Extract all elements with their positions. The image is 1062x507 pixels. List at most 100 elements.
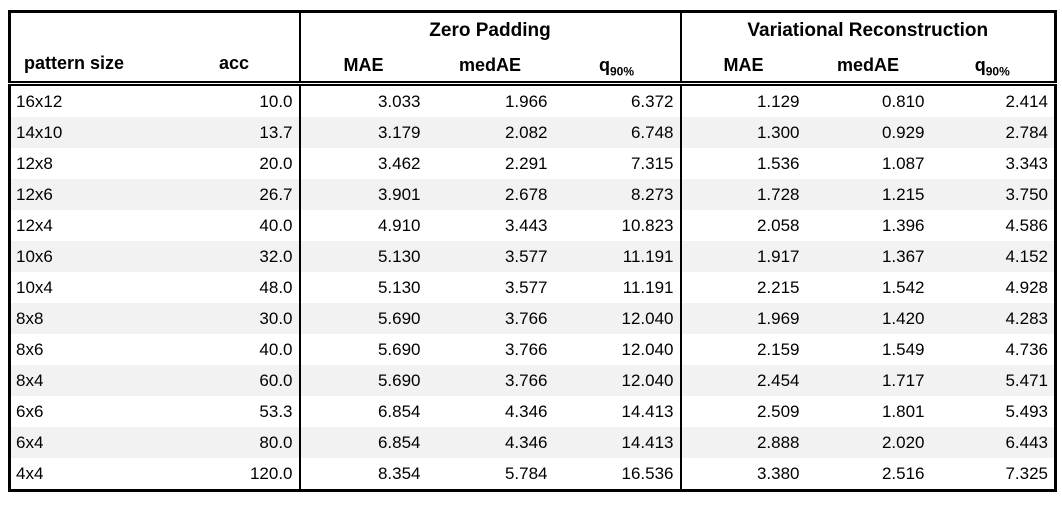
cell-vr-mae: 2.888 [679,427,806,458]
cell-zp-mae: 5.130 [298,241,427,272]
cell-zp-mae: 5.690 [298,334,427,365]
cell-zp-mae: 5.690 [298,365,427,396]
cell-zp-mae: 3.901 [298,179,427,210]
cell-vr-medae: 1.367 [805,241,931,272]
table-row: 12x8 20.0 3.462 2.291 7.315 1.536 1.087 … [10,148,1056,179]
table-row: 6x6 53.3 6.854 4.346 14.413 2.509 1.801 … [10,396,1056,427]
cell-vr-mae: 2.159 [679,334,806,365]
q90-subscript: 90% [609,64,635,79]
col-header-zp-q90: q90% [553,49,681,86]
cell-pattern-size: 10x4 [16,277,53,297]
cell-zp-medae: 4.346 [504,401,548,421]
cell-vr-mae: 1.969 [679,303,806,334]
cell-zp-q90: 6.372 [630,91,674,111]
cell-pattern-size: 8x6 [16,339,44,359]
results-table-container: pattern size acc Zero Padding Variationa… [8,10,1057,492]
cell-vr-q90: 4.152 [930,241,1056,272]
cell-vr-q90: 3.750 [930,179,1056,210]
col-header-zp-mae: MAE [298,49,427,86]
cell-zp-q90: 6.748 [553,117,681,148]
cell-zp-medae: 2.082 [426,117,554,148]
cell-zp-mae: 3.179 [298,117,427,148]
table-row: 8x8 30.0 5.690 3.766 12.040 1.969 1.420 … [9,303,1056,334]
cell-zp-medae: 5.784 [504,463,548,483]
cell-zp-q90: 11.191 [553,241,681,272]
cell-pattern-size: 4x4 [16,463,44,483]
table-row: 16x12 10.0 3.033 1.966 6.372 1.129 0.810… [10,83,1056,117]
cell-zp-q90: 12.040 [553,365,681,396]
cell-vr-mae: 2.058 [679,210,806,241]
cell-vr-medae: 2.020 [805,427,931,458]
cell-acc: 48.0 [259,277,293,297]
cell-vr-q90: 2.414 [1005,91,1048,111]
cell-vr-mae: 1.536 [679,148,806,179]
cell-vr-medae: 1.215 [805,179,931,210]
table-body: 16x12 10.0 3.033 1.966 6.372 1.129 0.810… [9,83,1056,491]
cell-acc: 40.0 [259,339,293,359]
cell-zp-mae: 5.130 [298,272,427,303]
cell-zp-medae: 3.766 [504,339,548,359]
cell-vr-mae: 1.917 [679,241,806,272]
table-row: 8x6 40.0 5.690 3.766 12.040 2.159 1.549 … [10,334,1056,365]
cell-vr-q90: 4.283 [930,303,1056,334]
cell-vr-q90: 4.928 [1005,277,1048,297]
cell-zp-q90: 10.823 [621,215,674,235]
cell-zp-q90: 14.413 [621,401,674,421]
cell-pattern-size: 6x4 [9,427,170,458]
cell-zp-mae: 6.854 [298,396,427,427]
cell-acc: 20.0 [259,153,293,173]
cell-zp-q90: 14.413 [553,427,681,458]
cell-vr-medae: 1.801 [881,401,925,421]
cell-acc: 120.0 [249,463,293,483]
cell-zp-mae: 3.462 [298,148,427,179]
cell-zp-medae: 1.966 [504,91,548,111]
cell-zp-medae: 2.678 [426,179,554,210]
cell-zp-mae: 8.354 [298,458,427,491]
cell-acc: 80.0 [169,427,300,458]
group-header-zero-padding: Zero Padding [298,11,681,49]
cell-vr-q90: 2.784 [930,117,1056,148]
cell-acc: 32.0 [169,241,300,272]
cell-zp-medae: 3.577 [426,241,554,272]
cell-zp-medae: 3.766 [426,365,554,396]
cell-vr-mae: 2.215 [679,272,806,303]
cell-pattern-size: 14x10 [9,117,170,148]
cell-vr-mae: 1.129 [679,83,806,117]
cell-pattern-size: 16x12 [16,91,63,111]
cell-zp-q90: 8.273 [553,179,681,210]
cell-zp-medae: 3.577 [504,277,548,297]
cell-pattern-size: 6x6 [16,401,44,421]
cell-acc: 60.0 [169,365,300,396]
col-header-vr-q90: q90% [930,49,1056,86]
group-header-variational-reconstruction: Variational Reconstruction [679,11,1056,49]
cell-zp-medae: 3.443 [504,215,548,235]
cell-zp-q90: 12.040 [621,339,674,359]
table-header: pattern size acc Zero Padding Variationa… [9,11,1056,86]
group-header-row: pattern size acc Zero Padding Variationa… [9,11,1056,86]
cell-vr-medae: 2.516 [881,463,925,483]
cell-zp-medae: 4.346 [426,427,554,458]
table-row: 12x4 40.0 4.910 3.443 10.823 2.058 1.396… [10,210,1056,241]
q90-subscript: 90% [985,64,1010,79]
col-header-pattern-size: pattern size [9,11,170,86]
cell-vr-mae: 2.454 [679,365,806,396]
cell-zp-medae: 3.766 [426,303,554,334]
cell-vr-mae: 2.509 [679,396,806,427]
cell-vr-q90: 5.471 [930,365,1056,396]
cell-acc: 10.0 [259,91,293,111]
cell-zp-q90: 12.040 [553,303,681,334]
cell-vr-medae: 1.087 [881,153,925,173]
cell-vr-medae: 0.810 [881,91,925,111]
cell-zp-medae: 2.291 [504,153,548,173]
cell-zp-mae: 6.854 [298,427,427,458]
table-row: 14x10 13.7 3.179 2.082 6.748 1.300 0.929… [9,117,1056,148]
cell-pattern-size: 12x8 [16,153,53,173]
cell-acc: 26.7 [169,179,300,210]
cell-vr-q90: 4.736 [1005,339,1048,359]
cell-pattern-size: 8x4 [9,365,170,396]
table-row: 10x4 48.0 5.130 3.577 11.191 2.215 1.542… [10,272,1056,303]
cell-acc: 53.3 [259,401,293,421]
col-header-acc: acc [169,11,300,86]
cell-pattern-size: 8x8 [9,303,170,334]
cell-vr-q90: 7.325 [1005,463,1048,483]
